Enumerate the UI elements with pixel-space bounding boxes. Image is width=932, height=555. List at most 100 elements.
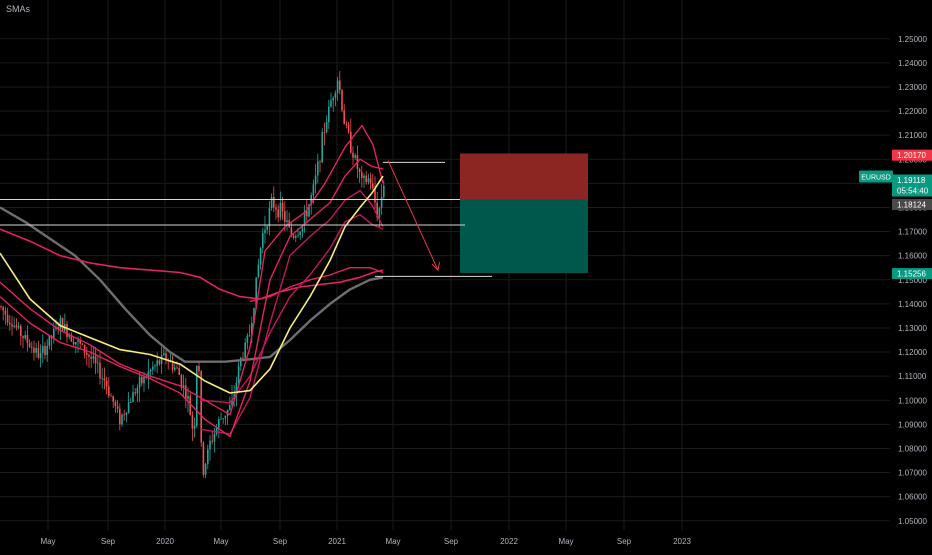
candle-body xyxy=(79,340,81,344)
candle-body xyxy=(81,343,84,345)
candle-body xyxy=(35,348,37,353)
candle-body xyxy=(321,132,323,163)
y-tick-label: 1.06000 xyxy=(898,493,927,502)
candle-body xyxy=(171,361,174,370)
candle-body xyxy=(176,367,178,369)
indicator-legend-label[interactable]: SMAs xyxy=(6,4,31,14)
forecast-arrow-head xyxy=(431,262,440,272)
candle-body xyxy=(101,378,103,379)
candle-body xyxy=(303,210,306,226)
candle-body xyxy=(165,353,167,361)
price-axis[interactable]: 1.250001.240001.230001.220001.210001.200… xyxy=(898,35,927,526)
candle-body xyxy=(306,210,308,217)
x-tick-label: Sep xyxy=(617,537,632,546)
candle-body xyxy=(163,353,165,356)
time-axis[interactable]: May Sep 2020 May Sep 2021 May Sep 2022 May Sep 2023 xyxy=(40,537,691,546)
y-tick-label: 1.07000 xyxy=(898,469,927,478)
x-tick-label: Sep xyxy=(101,537,116,546)
candle-body xyxy=(48,335,51,346)
candle-body xyxy=(26,334,29,344)
candle-body xyxy=(372,183,374,189)
candle-body xyxy=(20,326,22,337)
sma-red-b-line xyxy=(0,158,384,438)
candle-body xyxy=(314,175,317,185)
candle-body xyxy=(143,376,145,384)
candle-body xyxy=(211,440,213,442)
candle-body xyxy=(116,406,119,409)
price-badge-label: 1.20170 xyxy=(897,151,926,160)
candle-body xyxy=(358,168,361,173)
candle-body xyxy=(295,235,297,238)
candle-body xyxy=(110,395,112,397)
grid xyxy=(0,0,890,530)
candle-body xyxy=(33,347,35,353)
sma-red-a-line xyxy=(0,124,384,416)
candle-body xyxy=(319,161,321,163)
candle-body xyxy=(198,366,200,372)
sma-gray-line xyxy=(0,206,384,363)
drawings[interactable] xyxy=(0,153,588,277)
candle-body xyxy=(215,427,218,435)
candle-body xyxy=(255,277,257,308)
candle-body xyxy=(308,204,310,217)
candle-body xyxy=(31,347,33,348)
candle-body xyxy=(264,229,266,234)
candle-body xyxy=(257,264,260,278)
candle-body xyxy=(204,463,207,475)
candle-body xyxy=(268,207,271,227)
price-badge xyxy=(892,174,932,197)
sma-yellow-line xyxy=(0,175,384,394)
candle-body xyxy=(6,314,9,323)
candle-body xyxy=(363,175,365,178)
x-tick-label: May xyxy=(385,537,400,546)
take-profit-zone xyxy=(460,199,588,274)
candle-body xyxy=(275,207,277,210)
candle-body xyxy=(114,401,117,407)
candle-body xyxy=(312,184,315,195)
candle-body xyxy=(68,334,70,337)
candle-body xyxy=(86,352,88,355)
candle-body xyxy=(97,362,99,364)
candle-body xyxy=(105,380,108,387)
candle-body xyxy=(136,387,139,394)
candle-body xyxy=(189,396,191,416)
candle-body xyxy=(281,202,284,212)
candle-body xyxy=(57,327,59,330)
candle-body xyxy=(61,318,64,331)
candle-body xyxy=(284,211,286,222)
candle-body xyxy=(70,334,73,342)
y-tick-label: 1.21000 xyxy=(898,131,927,140)
price-badge-label: 1.18124 xyxy=(897,200,926,209)
candle-body xyxy=(134,392,136,394)
candle-body xyxy=(343,110,345,125)
candle-body xyxy=(251,323,253,336)
candle-body xyxy=(224,415,227,419)
candle-body xyxy=(202,442,205,475)
candle-body xyxy=(244,342,246,358)
candle-body xyxy=(46,345,48,355)
candle-body xyxy=(332,98,334,101)
symbol-badge-label: EURUSD xyxy=(861,175,891,182)
candle-body xyxy=(290,227,293,236)
candle-body xyxy=(72,341,75,345)
candle-body xyxy=(378,208,381,218)
candle-body xyxy=(149,369,152,372)
candle-body xyxy=(22,336,24,339)
candle-body xyxy=(297,235,299,237)
candle-body xyxy=(178,367,180,375)
candle-body xyxy=(231,399,233,406)
candle-body xyxy=(112,396,114,402)
y-tick-label: 1.24000 xyxy=(898,59,927,68)
candle-body xyxy=(125,412,128,415)
candle-body xyxy=(330,100,332,107)
candle-body xyxy=(361,172,363,178)
candle-body xyxy=(130,402,132,403)
candle-body xyxy=(242,357,244,359)
candle-body xyxy=(279,202,282,218)
x-tick-label: 2021 xyxy=(328,537,346,546)
candles xyxy=(0,70,385,479)
candle-body xyxy=(42,345,44,353)
candle-body xyxy=(4,310,7,315)
